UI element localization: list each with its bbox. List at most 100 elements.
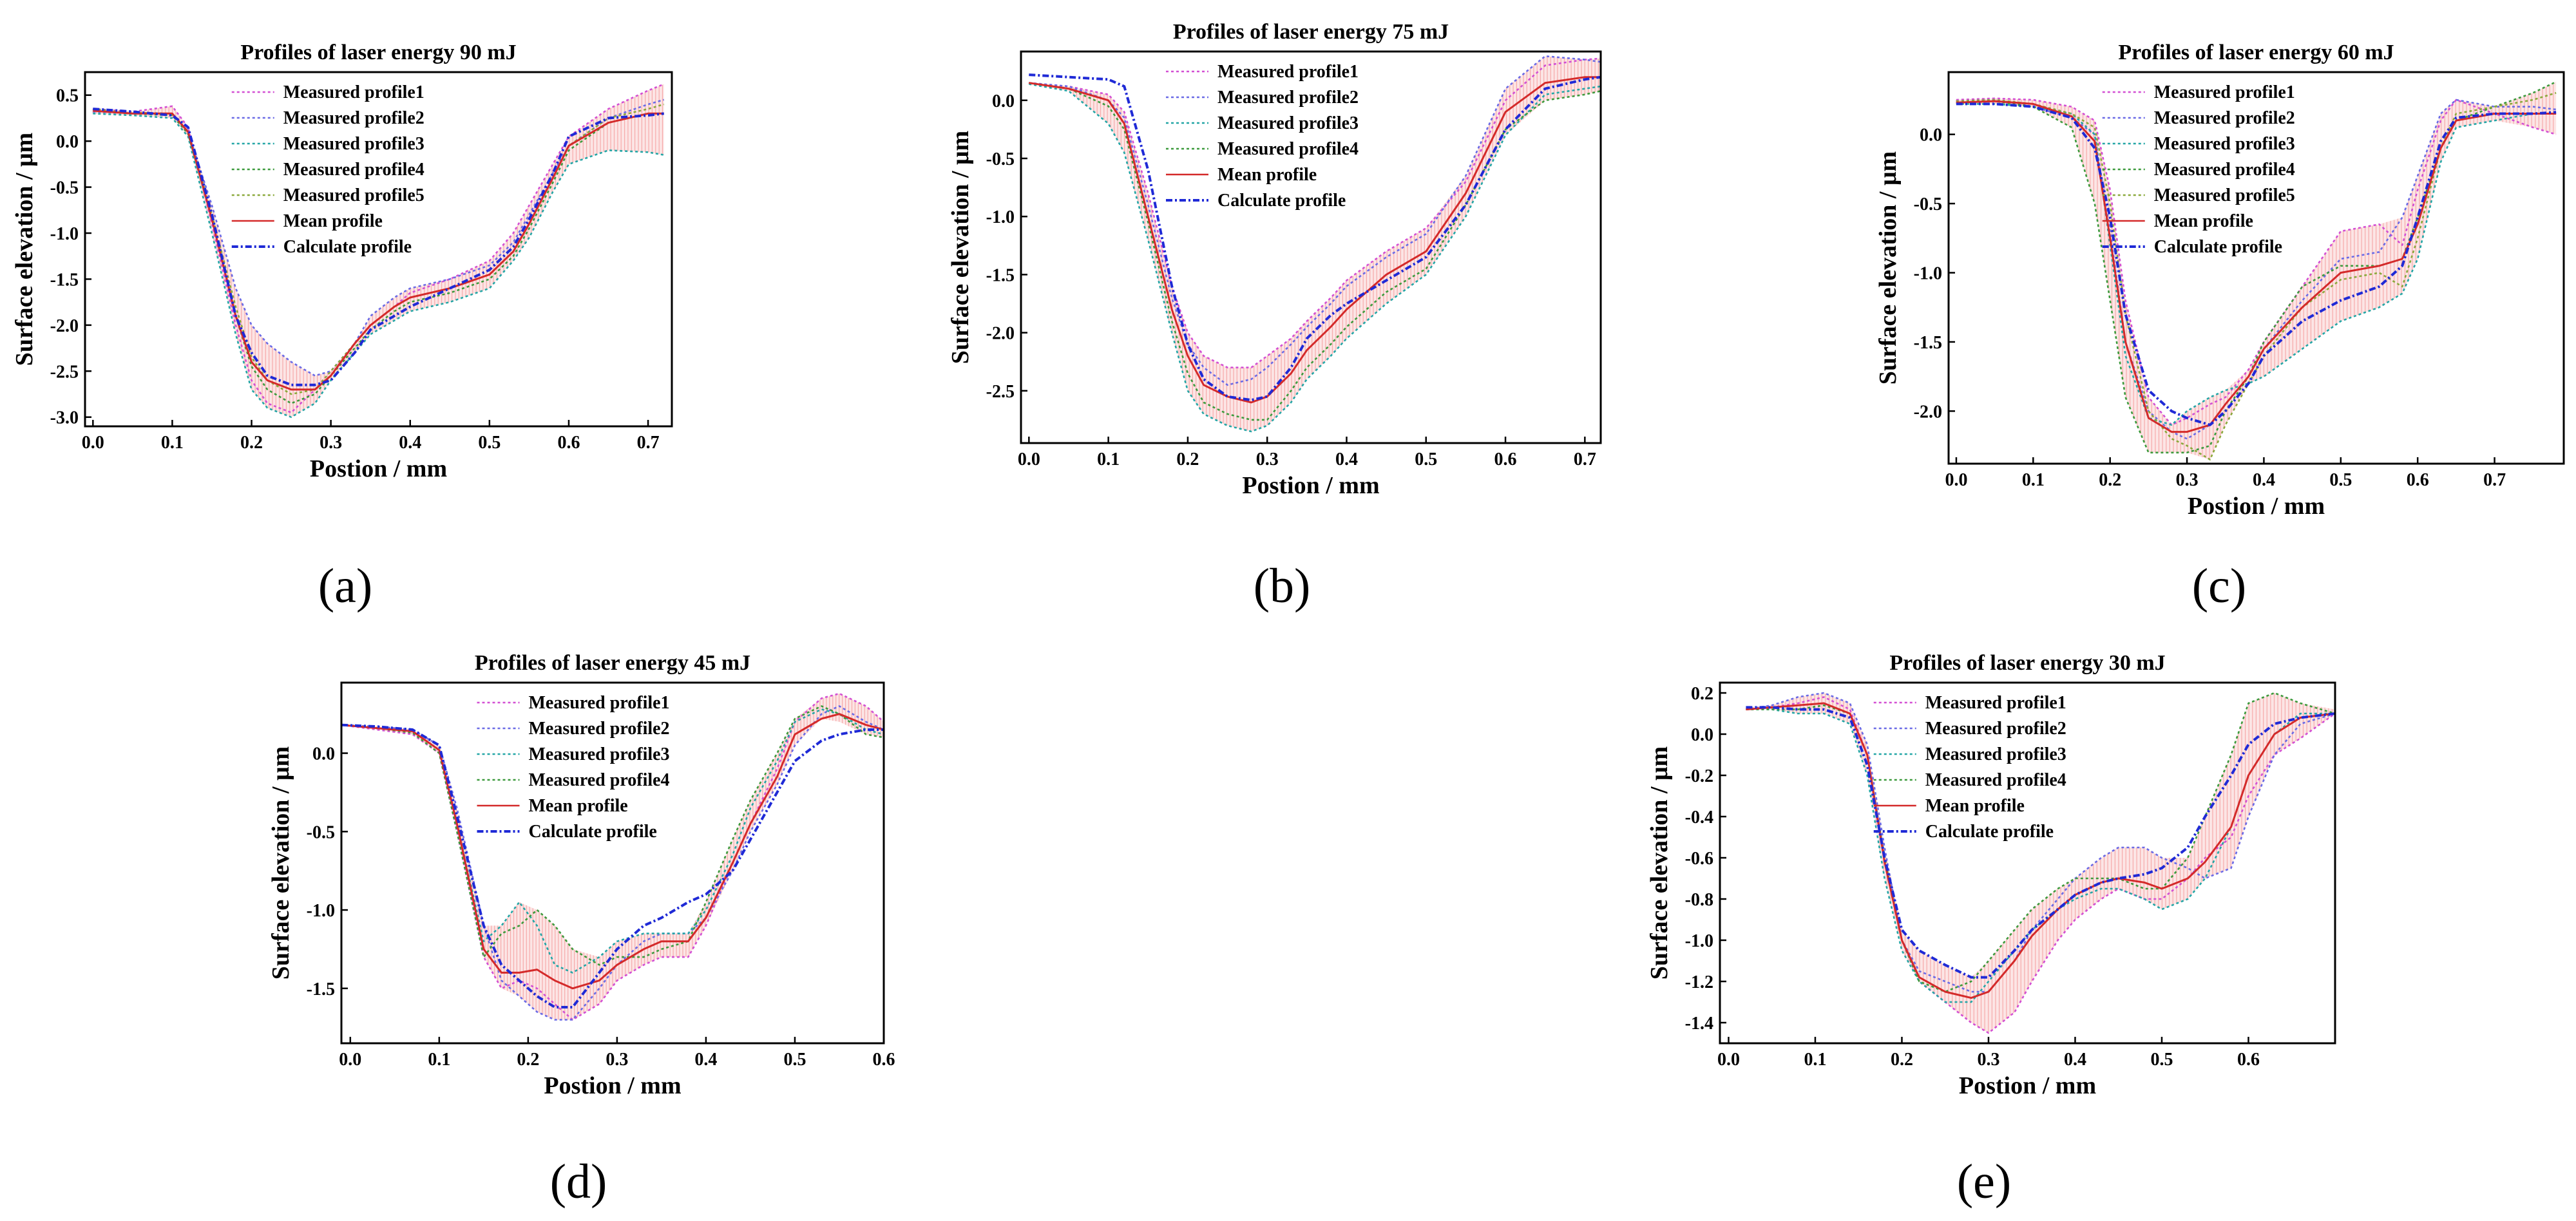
legend-label: Measured profile2: [283, 108, 425, 128]
y-tick-label: -0.5: [986, 149, 1015, 169]
x-tick-label: 0.5: [478, 433, 501, 453]
y-axis-label: Surface elevation / μm: [1646, 746, 1673, 980]
y-tick-label: 0.0: [312, 744, 335, 764]
x-tick-label: 0.1: [1097, 450, 1120, 469]
legend: Measured profile1 Measured profile2 Measur…: [1166, 62, 1359, 211]
y-tick-label: -0.5: [50, 178, 79, 198]
x-tick-label: 0.4: [694, 1050, 717, 1070]
plot-frame: [84, 71, 673, 428]
series-line-4: [93, 108, 664, 404]
y-tick-label: -0.8: [1685, 890, 1713, 910]
x-tick-label: 0.0: [1945, 470, 1967, 490]
legend-label: Measured profile4: [1217, 139, 1359, 159]
series-line-3: [1029, 83, 1601, 433]
legend-label: Calculate profile: [529, 822, 657, 842]
x-axis-label: Postion / mm: [1959, 1072, 2096, 1099]
x-tick-label: 0.7: [637, 433, 660, 453]
x-tick-label: 0.6: [873, 1050, 895, 1070]
chart-panel-4: 0.0 0.1 0.2 0.3 0.4 0.5 0.6 0.0 -0.5 -1.0 -1.5 Prof…: [267, 651, 895, 1209]
legend-label: Measured profile4: [283, 160, 425, 180]
legend-label: Calculate profile: [1217, 191, 1346, 211]
legend: Measured profile1 Measured profile2 Measur…: [1873, 693, 2066, 842]
legend-label: Measured profile2: [1217, 88, 1359, 108]
x-axis-label: Postion / mm: [2188, 493, 2325, 520]
series-line-3: [341, 708, 884, 974]
legend-label: Measured profile5: [2154, 185, 2295, 205]
x-tick-label: 0.7: [1574, 450, 1596, 469]
y-tick-label: 0.0: [56, 132, 79, 152]
legend-label: Mean profile: [1217, 165, 1317, 185]
panel-label: (b): [1254, 559, 1311, 613]
x-tick-label: 0.2: [1891, 1050, 1913, 1070]
y-tick-label: 0.0: [992, 91, 1015, 111]
y-tick-label: -1.0: [307, 901, 335, 921]
y-tick-label: 0.2: [1691, 684, 1713, 704]
panel-label: (d): [550, 1155, 607, 1209]
y-tick-label: -1.5: [307, 980, 335, 999]
legend-label: Measured profile3: [2154, 134, 2295, 154]
chart-panel-1: 0.0 0.1 0.2 0.3 0.4 0.5 0.6 0.7 0.5 0.0 -0.5 -1.0 -1…: [11, 41, 673, 613]
legend: Measured profile1 Measured profile2 Measur…: [477, 693, 670, 842]
y-tick-label: -0.2: [1685, 766, 1713, 786]
series-line-5: [1029, 76, 1601, 404]
error-band: [93, 84, 664, 417]
plot-area: [341, 692, 884, 1021]
y-tick-label: -2.5: [50, 362, 79, 382]
x-tick-label: 0.5: [783, 1050, 806, 1070]
series-line-7: [93, 108, 664, 386]
y-tick-label: -1.5: [50, 270, 79, 290]
x-tick-label: 0.1: [2022, 470, 2045, 490]
y-tick-label: -0.5: [1914, 194, 1942, 214]
x-tick-label: 0.4: [2253, 470, 2275, 490]
y-axis-label: Surface elevation / μm: [267, 746, 294, 980]
series-line-6: [341, 723, 884, 1008]
series-line-5: [1746, 702, 2335, 999]
y-tick-label: -1.0: [1685, 931, 1713, 951]
x-tick-label: 0.0: [1018, 450, 1040, 469]
y-tick-label: 0.5: [56, 86, 79, 106]
y-tick-label: 0.0: [1691, 725, 1713, 745]
plot-area: [1956, 80, 2557, 460]
x-tick-label: 0.3: [2176, 470, 2199, 490]
plot-frame: [340, 681, 885, 1045]
x-tick-label: 0.3: [320, 433, 342, 453]
legend-label: Measured profile3: [283, 134, 425, 154]
x-tick-label: 0.1: [161, 433, 184, 453]
legend: Measured profile1 Measured profile2 Measur…: [2102, 82, 2295, 257]
series-line-6: [1029, 73, 1601, 402]
series-line-4: [341, 705, 884, 966]
chart-title: Profiles of laser energy 30 mJ: [1889, 651, 2165, 675]
series-line-4: [1956, 80, 2557, 454]
x-axis-label: Postion / mm: [310, 455, 447, 482]
plot-frame: [1719, 681, 2336, 1045]
legend-label: Mean profile: [283, 211, 383, 231]
x-tick-label: 0.6: [2237, 1050, 2260, 1070]
plot-area: [92, 83, 665, 419]
legend-label: Mean profile: [1925, 796, 2025, 816]
x-tick-label: 0.3: [1977, 1050, 1999, 1070]
x-tick-label: 0.4: [2064, 1050, 2086, 1070]
x-tick-label: 0.4: [1335, 450, 1358, 469]
x-axis-label: Postion / mm: [1242, 472, 1379, 499]
x-tick-label: 0.6: [557, 433, 580, 453]
chart-panel-3: 0.0 0.1 0.2 0.3 0.4 0.5 0.6 0.7 0.0 -0.5 -1.0 -1.5 -…: [1875, 41, 2565, 613]
series-line-3: [1956, 103, 2557, 426]
legend-label: Calculate profile: [1925, 822, 2054, 842]
chart-panel-5: 0.0 0.1 0.2 0.3 0.4 0.5 0.6 0.2 0.0 -0.2 -0.4 -0.6 -…: [1646, 651, 2336, 1209]
legend-label: Measured profile4: [2154, 160, 2295, 180]
error-band: [1029, 56, 1601, 431]
chart-title: Profiles of laser energy 60 mJ: [2118, 41, 2394, 64]
y-tick-label: -1.4: [1685, 1014, 1713, 1034]
series-line-7: [1956, 102, 2557, 426]
x-tick-label: 0.7: [2483, 470, 2506, 490]
legend-label: Measured profile1: [1217, 62, 1359, 82]
y-tick-label: -1.2: [1685, 972, 1713, 992]
y-tick-label: -0.4: [1685, 808, 1713, 828]
x-tick-label: 0.3: [1256, 450, 1279, 469]
legend-label: Measured profile5: [283, 185, 425, 205]
plot-area: [1028, 55, 1601, 433]
x-tick-label: 0.2: [240, 433, 263, 453]
series-line-1: [1746, 696, 2335, 1034]
legend-label: Mean profile: [529, 796, 628, 816]
